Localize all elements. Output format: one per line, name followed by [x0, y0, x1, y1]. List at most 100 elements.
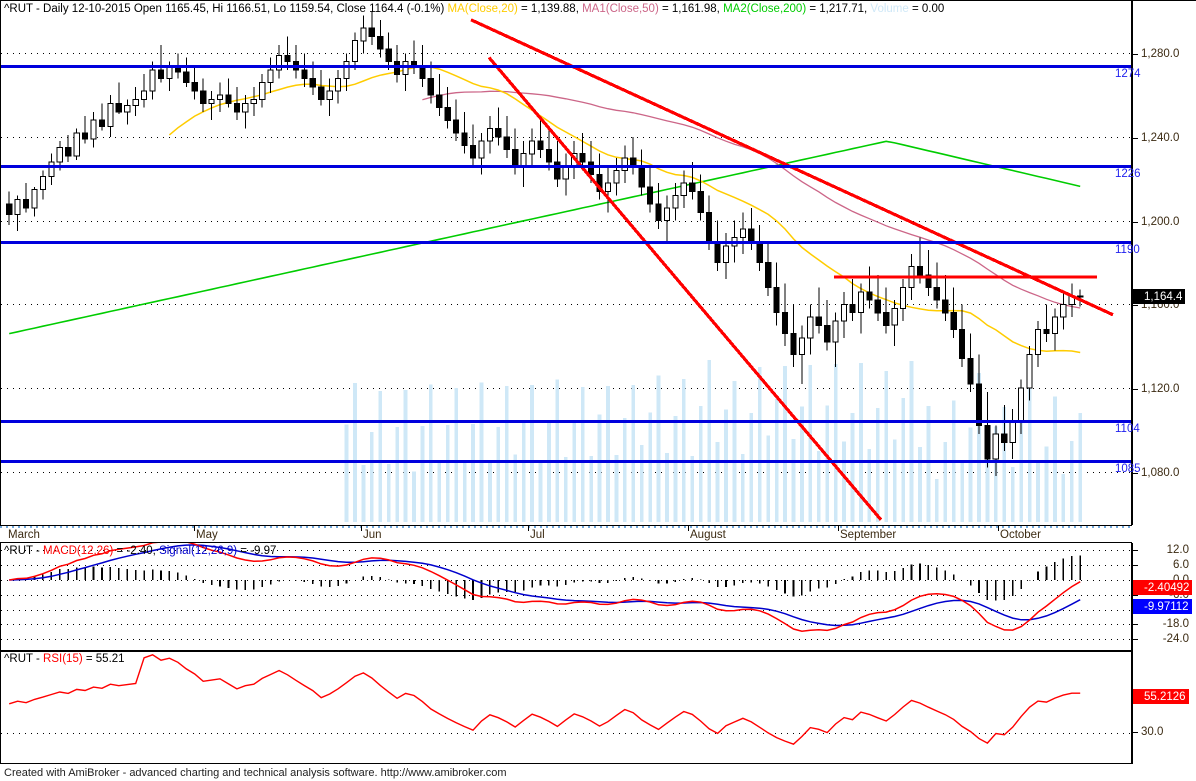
macd-marker-flag: -2.40492 [1133, 580, 1193, 595]
date-axis-label: Jul [530, 529, 545, 541]
rsi-marker-flag: 55.2126 [1133, 689, 1189, 704]
volume-bar [555, 379, 560, 522]
candlestick [200, 78, 207, 112]
volume-bar [353, 383, 357, 522]
candlestick [697, 174, 704, 221]
candlestick [402, 53, 409, 91]
title-segment-0: ^RUT - [4, 653, 44, 665]
price-level-line[interactable] [1, 165, 1131, 168]
date-axis-label: September [840, 529, 897, 541]
price-level-line[interactable] [1, 460, 1131, 463]
title-segment-3: Signal(12,26,9) [159, 545, 238, 557]
candlestick [368, 11, 375, 45]
price-y-axis[interactable]: 1,280.0 1,240.0 1,200.0 1,160.0 1,120.0 1,080… [1115, 0, 1196, 525]
volume-bar [926, 405, 931, 522]
macd-axis-label: -18.0 [1162, 618, 1189, 630]
price-axis-label: 1,120.0 [1141, 383, 1180, 395]
date-axis-label: August [690, 529, 726, 541]
candlestick [495, 107, 502, 146]
volume-bar [1036, 461, 1040, 522]
title-segment-4: = 1,161.98, [658, 3, 724, 15]
volume-bar [682, 378, 686, 522]
candlestick [613, 157, 620, 196]
candlestick [722, 233, 730, 280]
candlestick [663, 195, 671, 242]
title-segment-6: = 1,217.71, [806, 3, 871, 15]
volume-bar [876, 407, 880, 522]
candlestick [90, 111, 97, 148]
date-axis-tick [361, 526, 362, 531]
title-segment-5: MA2(Close,200) [723, 3, 807, 15]
price-plot-area[interactable] [1, 1, 1131, 525]
rsi-line [8, 654, 1081, 746]
price-panel[interactable] [0, 0, 1132, 525]
candlestick [900, 279, 907, 322]
macd-plot-area[interactable] [1, 543, 1131, 650]
candlestick [318, 70, 325, 106]
price-panel-title: ^RUT - Daily 12-10-2015 Open 1165.45, Hi… [4, 3, 944, 16]
candlestick [537, 120, 544, 158]
title-segment-2: = -2.40, [113, 545, 160, 557]
volume-bar [547, 420, 551, 522]
rsi-panel[interactable] [0, 651, 1132, 764]
candlestick [351, 32, 358, 70]
volume-bar [960, 460, 964, 522]
candlestick [385, 32, 392, 70]
date-axis-tick [838, 526, 839, 531]
macd-panel-title: ^RUT - MACD(12,26) = -2.40, Signal(12,26… [4, 545, 276, 558]
macd-axis-label: -24.0 [1162, 633, 1189, 645]
volume-bar [530, 384, 534, 522]
macd-axis-tick [1133, 550, 1138, 551]
candlestick [596, 153, 603, 200]
price-axis-tick [1133, 473, 1138, 474]
volume-bar [386, 463, 391, 522]
price-level-label: 1226 [1115, 168, 1141, 180]
candlestick [326, 78, 333, 117]
volume-bar [513, 454, 518, 522]
candlestick [394, 44, 401, 83]
volume-bar [656, 375, 661, 522]
candlestick [672, 183, 679, 221]
candlestick [157, 44, 165, 83]
candlestick [436, 74, 443, 117]
candlestick [284, 36, 291, 70]
date-x-axis: March May Jun Jul August September October [0, 525, 1132, 543]
macd-panel[interactable] [0, 543, 1132, 651]
candlestick [950, 287, 957, 338]
volume-bar [859, 363, 863, 522]
price-level-label: 1104 [1115, 423, 1140, 435]
candlestick [453, 99, 460, 142]
title-segment-3: MA1(Close,50) [582, 3, 659, 15]
candlestick [807, 304, 814, 355]
candlestick [545, 128, 552, 171]
macd-signal-line [9, 544, 1081, 627]
price-level-line[interactable] [1, 65, 1131, 68]
rsi-plot-area[interactable] [1, 652, 1131, 763]
volume-bar [707, 360, 711, 522]
price-axis-tick [1133, 305, 1138, 306]
volume-bar [412, 471, 416, 522]
macd-y-axis[interactable]: 12.06.00.0-6.0-12.0-18.0-24.0-2.40492-9.… [1132, 543, 1196, 651]
candlestick [141, 74, 148, 108]
candlestick [714, 220, 721, 271]
price-level-line[interactable] [1, 241, 1131, 244]
volume-bar [361, 464, 366, 522]
date-axis-dots [0, 526, 1132, 528]
candlestick [259, 74, 266, 108]
rsi-y-axis[interactable]: 30.0 55.2126 [1132, 651, 1196, 764]
volume-bar [935, 478, 939, 522]
candlestick [14, 195, 21, 232]
candlestick [486, 116, 493, 154]
volume-bar [665, 452, 669, 522]
price-axis-label: 1,200.0 [1141, 216, 1180, 228]
ma200-line [9, 140, 1081, 335]
candlestick [410, 40, 418, 75]
title-segment-2: = 55.21 [82, 653, 125, 665]
price-axis-tick [1133, 138, 1138, 139]
price-level-line[interactable] [1, 420, 1131, 423]
volume-bar [1053, 396, 1057, 522]
volume-bar [420, 425, 425, 522]
volume-bar [800, 406, 804, 522]
candlestick [301, 53, 308, 87]
candlestick [739, 212, 746, 255]
